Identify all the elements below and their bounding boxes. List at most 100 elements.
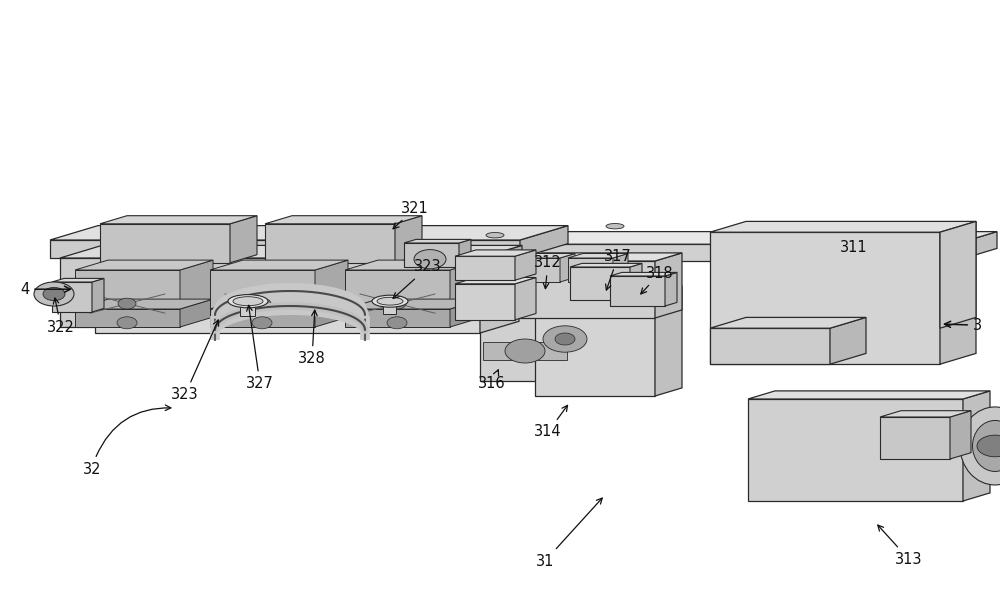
Circle shape bbox=[117, 317, 137, 329]
Polygon shape bbox=[395, 216, 422, 263]
Polygon shape bbox=[75, 299, 213, 309]
Polygon shape bbox=[665, 272, 677, 306]
Text: 311: 311 bbox=[840, 240, 868, 256]
Polygon shape bbox=[940, 221, 976, 328]
Polygon shape bbox=[480, 291, 591, 297]
Polygon shape bbox=[180, 260, 213, 318]
Polygon shape bbox=[535, 294, 655, 396]
Polygon shape bbox=[75, 260, 213, 270]
Circle shape bbox=[555, 333, 575, 345]
Polygon shape bbox=[963, 391, 990, 501]
Circle shape bbox=[505, 339, 545, 363]
Polygon shape bbox=[265, 216, 422, 224]
Polygon shape bbox=[560, 253, 575, 282]
Polygon shape bbox=[568, 253, 628, 258]
Polygon shape bbox=[655, 286, 682, 396]
Ellipse shape bbox=[607, 319, 619, 358]
Polygon shape bbox=[950, 410, 971, 459]
Circle shape bbox=[977, 435, 1000, 457]
Polygon shape bbox=[210, 270, 315, 318]
Polygon shape bbox=[95, 304, 519, 316]
Ellipse shape bbox=[541, 319, 553, 358]
Ellipse shape bbox=[585, 319, 597, 358]
Polygon shape bbox=[210, 299, 348, 309]
Polygon shape bbox=[455, 244, 955, 261]
Ellipse shape bbox=[606, 223, 624, 229]
Text: 31: 31 bbox=[536, 498, 602, 569]
Polygon shape bbox=[455, 284, 515, 320]
Polygon shape bbox=[570, 263, 642, 267]
Polygon shape bbox=[75, 270, 180, 318]
Polygon shape bbox=[515, 250, 536, 280]
Polygon shape bbox=[180, 299, 213, 327]
Text: 317: 317 bbox=[604, 250, 632, 290]
Circle shape bbox=[387, 317, 407, 329]
Polygon shape bbox=[345, 270, 450, 318]
Polygon shape bbox=[404, 243, 459, 267]
Text: 323: 323 bbox=[393, 259, 442, 298]
Polygon shape bbox=[515, 277, 536, 320]
Circle shape bbox=[252, 317, 272, 329]
Polygon shape bbox=[50, 226, 568, 240]
Polygon shape bbox=[568, 258, 613, 282]
Text: 32: 32 bbox=[83, 462, 102, 476]
Polygon shape bbox=[748, 399, 963, 501]
Polygon shape bbox=[100, 224, 230, 263]
Polygon shape bbox=[480, 245, 522, 327]
Polygon shape bbox=[455, 232, 997, 244]
Circle shape bbox=[388, 298, 406, 309]
Polygon shape bbox=[60, 258, 480, 327]
Polygon shape bbox=[630, 263, 642, 300]
Text: 321: 321 bbox=[393, 200, 429, 229]
Polygon shape bbox=[95, 316, 480, 333]
Polygon shape bbox=[404, 239, 471, 243]
Ellipse shape bbox=[651, 319, 663, 358]
Polygon shape bbox=[210, 260, 348, 270]
Polygon shape bbox=[92, 278, 104, 312]
Polygon shape bbox=[210, 309, 315, 327]
Text: 316: 316 bbox=[478, 370, 506, 391]
Polygon shape bbox=[480, 297, 570, 381]
Polygon shape bbox=[60, 245, 522, 258]
Polygon shape bbox=[345, 260, 483, 270]
Ellipse shape bbox=[486, 232, 504, 238]
Text: 328: 328 bbox=[298, 310, 326, 366]
Ellipse shape bbox=[629, 319, 641, 358]
Text: 318: 318 bbox=[641, 265, 674, 294]
Polygon shape bbox=[483, 342, 567, 360]
Polygon shape bbox=[345, 309, 450, 327]
Polygon shape bbox=[455, 256, 515, 280]
Ellipse shape bbox=[563, 319, 575, 358]
Polygon shape bbox=[880, 417, 950, 459]
Ellipse shape bbox=[960, 407, 1000, 485]
Polygon shape bbox=[655, 253, 682, 318]
Polygon shape bbox=[450, 299, 483, 327]
Text: 312: 312 bbox=[534, 255, 562, 289]
Polygon shape bbox=[515, 253, 682, 261]
Circle shape bbox=[414, 250, 446, 269]
Polygon shape bbox=[613, 253, 628, 282]
Polygon shape bbox=[520, 226, 568, 258]
Text: 322: 322 bbox=[47, 298, 75, 335]
Circle shape bbox=[253, 298, 271, 309]
Polygon shape bbox=[52, 282, 92, 312]
Polygon shape bbox=[710, 221, 976, 232]
Polygon shape bbox=[710, 317, 866, 328]
Ellipse shape bbox=[746, 223, 764, 229]
Polygon shape bbox=[610, 276, 665, 306]
Text: 313: 313 bbox=[878, 525, 922, 566]
Text: 314: 314 bbox=[534, 406, 568, 439]
Polygon shape bbox=[240, 303, 255, 316]
Polygon shape bbox=[52, 278, 104, 282]
Polygon shape bbox=[450, 260, 483, 318]
Ellipse shape bbox=[519, 319, 531, 358]
Polygon shape bbox=[748, 391, 990, 399]
Circle shape bbox=[543, 326, 587, 352]
Text: 3: 3 bbox=[944, 318, 982, 332]
Text: 4: 4 bbox=[20, 281, 71, 296]
Polygon shape bbox=[230, 216, 257, 263]
Ellipse shape bbox=[886, 232, 904, 238]
Polygon shape bbox=[459, 239, 471, 267]
Text: 323: 323 bbox=[171, 320, 219, 402]
Polygon shape bbox=[570, 267, 630, 300]
